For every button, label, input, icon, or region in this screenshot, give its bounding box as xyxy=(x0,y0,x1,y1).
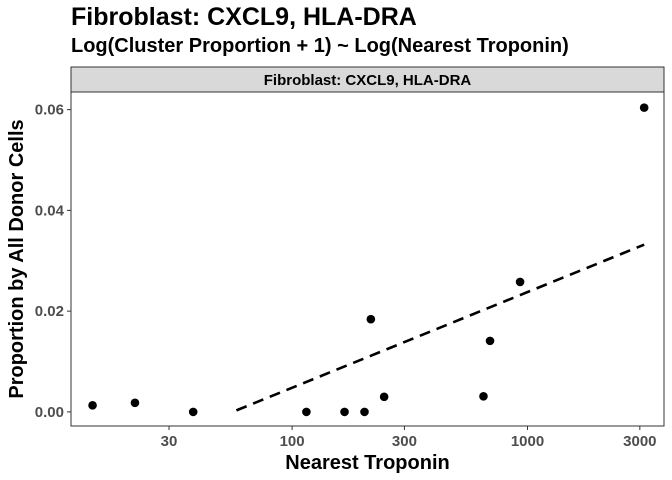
data-point xyxy=(479,391,488,401)
x-tick-label: 3000 xyxy=(623,433,656,450)
data-point xyxy=(188,407,198,417)
y-tick-label: 0.04 xyxy=(35,202,65,219)
trend-line xyxy=(235,243,645,412)
facet-strip-label: Fibroblast: CXCL9, HLA-DRA xyxy=(264,72,472,89)
chart-subtitle: Log(Cluster Proportion + 1) ~ Log(Neares… xyxy=(71,35,569,57)
y-tick-label: 0.06 xyxy=(35,102,64,119)
x-tick-label: 300 xyxy=(392,433,417,450)
y-tick-label: 0.02 xyxy=(35,303,64,320)
chart-title: Fibroblast: CXCL9, HLA-DRA xyxy=(71,3,417,31)
y-tick-label: 0.00 xyxy=(35,404,64,421)
facet-strip xyxy=(70,66,665,93)
data-point xyxy=(366,314,376,324)
trend-line-group xyxy=(235,243,645,412)
data-point xyxy=(88,401,97,410)
y-axis-title: Proportion by All Donor Cells xyxy=(6,119,28,398)
data-point xyxy=(302,407,311,417)
data-points xyxy=(88,103,649,417)
x-axis: 30 100 300 1000 3000 xyxy=(161,426,657,450)
y-axis: 0.00 0.02 0.04 0.06 xyxy=(35,102,71,421)
data-point xyxy=(485,336,495,346)
x-tick-label: 1000 xyxy=(511,433,544,450)
data-point xyxy=(515,277,525,287)
data-point xyxy=(379,392,389,402)
plot-panel xyxy=(70,91,665,427)
data-point xyxy=(130,398,140,408)
data-point xyxy=(340,407,349,417)
data-point xyxy=(360,407,369,417)
x-tick-label: 100 xyxy=(280,433,305,450)
data-point xyxy=(639,103,649,112)
x-tick-label: 30 xyxy=(161,433,178,450)
x-axis-title: Nearest Troponin xyxy=(285,452,449,474)
